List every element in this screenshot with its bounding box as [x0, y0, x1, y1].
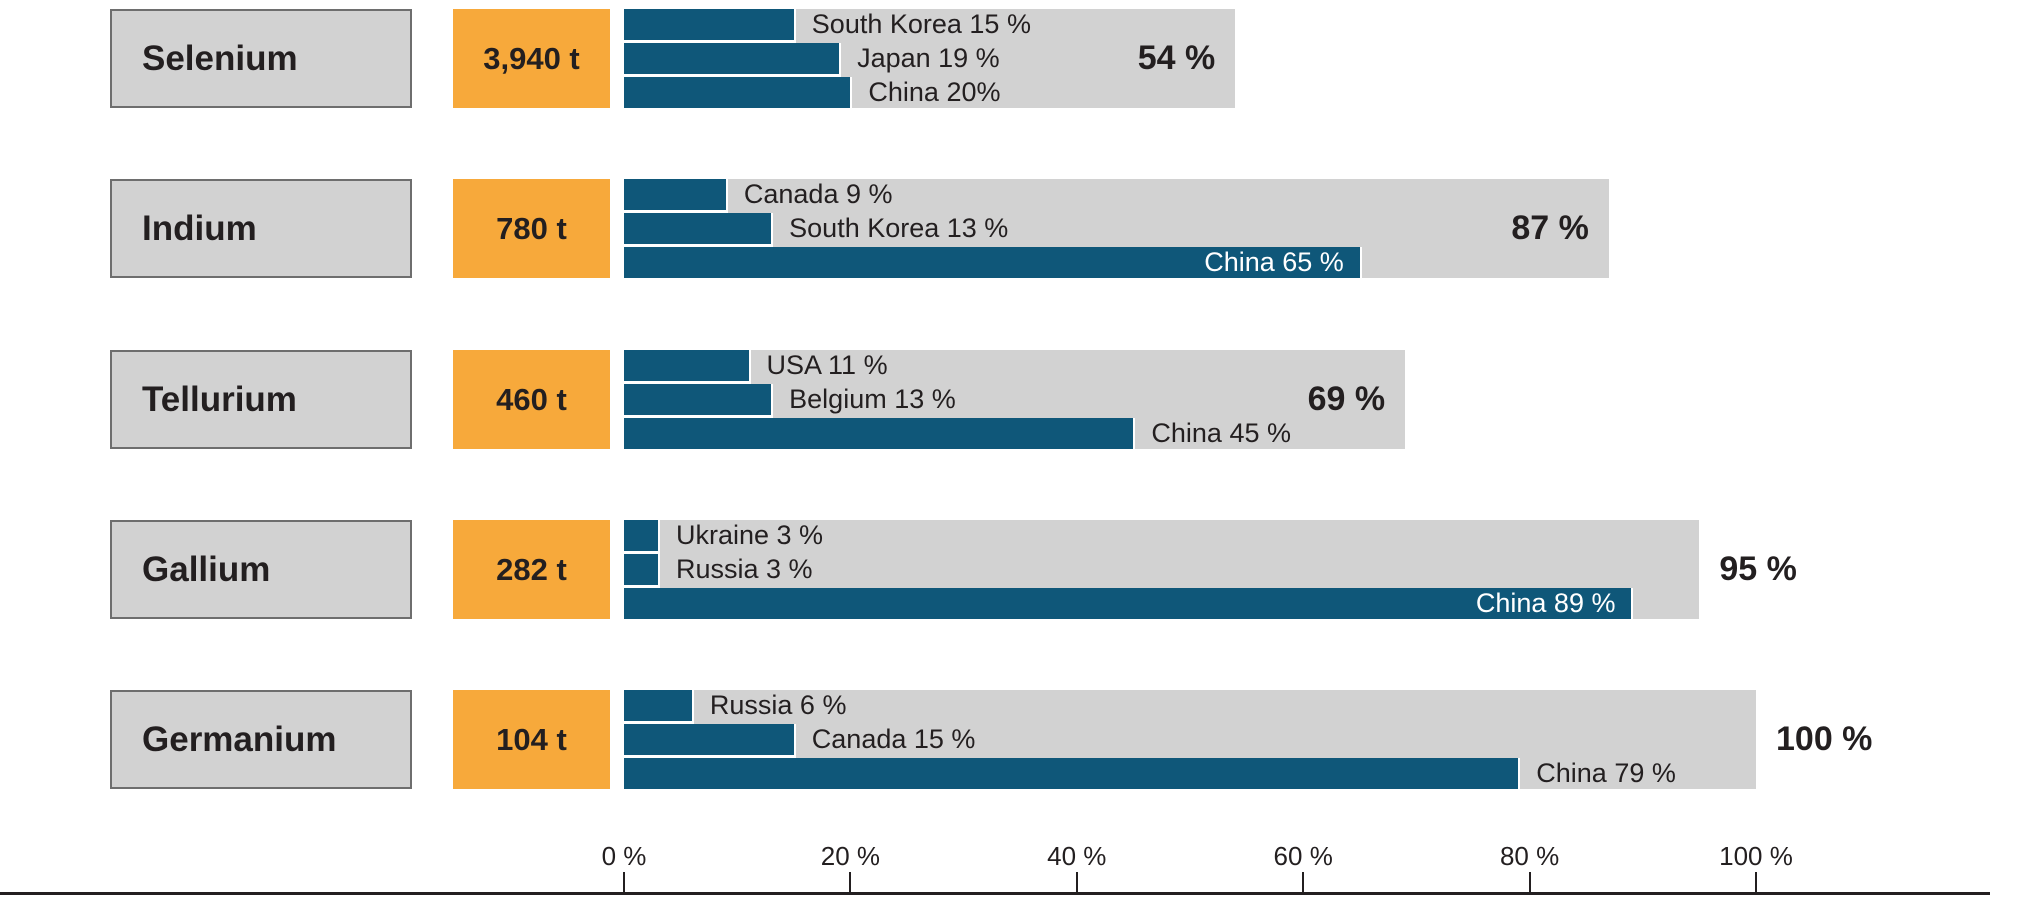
axis-tick: [849, 872, 852, 892]
producer-label: China 65 %: [1204, 247, 1344, 277]
amount-value: 460 t: [496, 381, 567, 417]
producer-label: China 89 %: [1475, 588, 1616, 618]
producer-label: USA 11 %: [766, 350, 888, 380]
amount-value: 3,940 t: [483, 40, 580, 76]
amount-box: 460 t: [453, 350, 610, 449]
axis-baseline: [0, 892, 1990, 895]
axis-tick: [1302, 872, 1305, 892]
element-row: Gallium 282 t Ukraine 3 % Russia 3 % China 8…: [0, 520, 2026, 619]
amount-box: 780 t: [453, 179, 610, 278]
total-percent-label: 87 %: [1511, 209, 1589, 247]
amount-value: 780 t: [496, 210, 567, 246]
producer-label: South Korea 15 %: [811, 9, 1031, 39]
producer-label: China 45 %: [1151, 418, 1291, 448]
producer-label: Belgium 13 %: [789, 384, 956, 414]
element-name-box: Indium: [110, 179, 412, 278]
element-row: Germanium 104 t Russia 6 % Canada 15 % China…: [0, 690, 2026, 789]
producer-bar: [624, 520, 658, 554]
producer-label: Japan 19 %: [857, 43, 1000, 73]
axis-tick-label: 60 %: [1273, 841, 1333, 871]
producer-bar: [624, 690, 692, 724]
producer-bar: [624, 384, 772, 418]
total-percent-label: 54 %: [1137, 39, 1216, 77]
axis-tick-label: 100 %: [1719, 841, 1793, 871]
producer-label: South Korea 13 %: [789, 213, 1009, 243]
axis-tick: [623, 872, 625, 892]
producer-bar: [624, 179, 726, 213]
element-name-box: Tellurium: [110, 350, 412, 449]
amount-value: 282 t: [496, 551, 567, 587]
element-name: Gallium: [142, 549, 271, 589]
element-name-box: Selenium: [110, 9, 412, 108]
amount-box: 3,940 t: [453, 9, 610, 108]
element-name: Indium: [142, 208, 257, 248]
element-row: Selenium 3,940 t South Korea 15 % Japan 19 …: [0, 9, 2026, 108]
total-percent-label: 95 %: [1719, 550, 1797, 588]
producer-bar: [624, 588, 1632, 619]
producer-bar: [624, 247, 1360, 278]
axis-tick-label: 80 %: [1499, 841, 1560, 871]
element-name: Germanium: [142, 719, 337, 759]
producer-bar: [624, 724, 794, 758]
total-percent-label: 100 %: [1776, 720, 1873, 758]
axis-tick-label: 40 %: [1047, 841, 1107, 871]
amount-box: 282 t: [453, 520, 610, 619]
producer-bar: [624, 418, 1134, 449]
total-percent-label: 69 %: [1307, 380, 1386, 418]
element-name-box: Gallium: [110, 520, 412, 619]
producer-bar: [624, 43, 840, 77]
producer-bar: [624, 758, 1519, 789]
producer-bar: [624, 77, 851, 108]
producer-label: China 79 %: [1536, 758, 1676, 788]
producer-label: Canada 9 %: [743, 179, 893, 209]
axis-tick: [1528, 872, 1531, 892]
producer-bar: [624, 554, 658, 588]
producer-label: Russia 6 %: [709, 690, 847, 720]
amount-value: 104 t: [496, 721, 567, 757]
axis-tick-label: 0 %: [601, 841, 647, 871]
element-row: Indium 780 t Canada 9 % South Korea 13 % Chi…: [0, 179, 2026, 278]
producer-bar: [624, 213, 772, 247]
axis-tick: [1075, 872, 1078, 892]
producer-label: Canada 15 %: [811, 724, 976, 754]
element-name-box: Germanium: [110, 690, 412, 789]
axis-tick: [1755, 872, 1757, 892]
producer-bar: [624, 9, 794, 43]
element-row: Tellurium 460 t USA 11 % Belgium 13 % China …: [0, 350, 2026, 449]
element-name: Tellurium: [142, 379, 297, 419]
producer-label: Russia 3 %: [675, 554, 813, 584]
producer-label: Ukraine 3 %: [675, 520, 824, 550]
axis-tick-label: 20 %: [820, 841, 881, 871]
producer-bar: [624, 350, 749, 384]
element-name: Selenium: [142, 38, 298, 78]
amount-box: 104 t: [453, 690, 610, 789]
producer-label: China 20%: [868, 77, 1001, 107]
